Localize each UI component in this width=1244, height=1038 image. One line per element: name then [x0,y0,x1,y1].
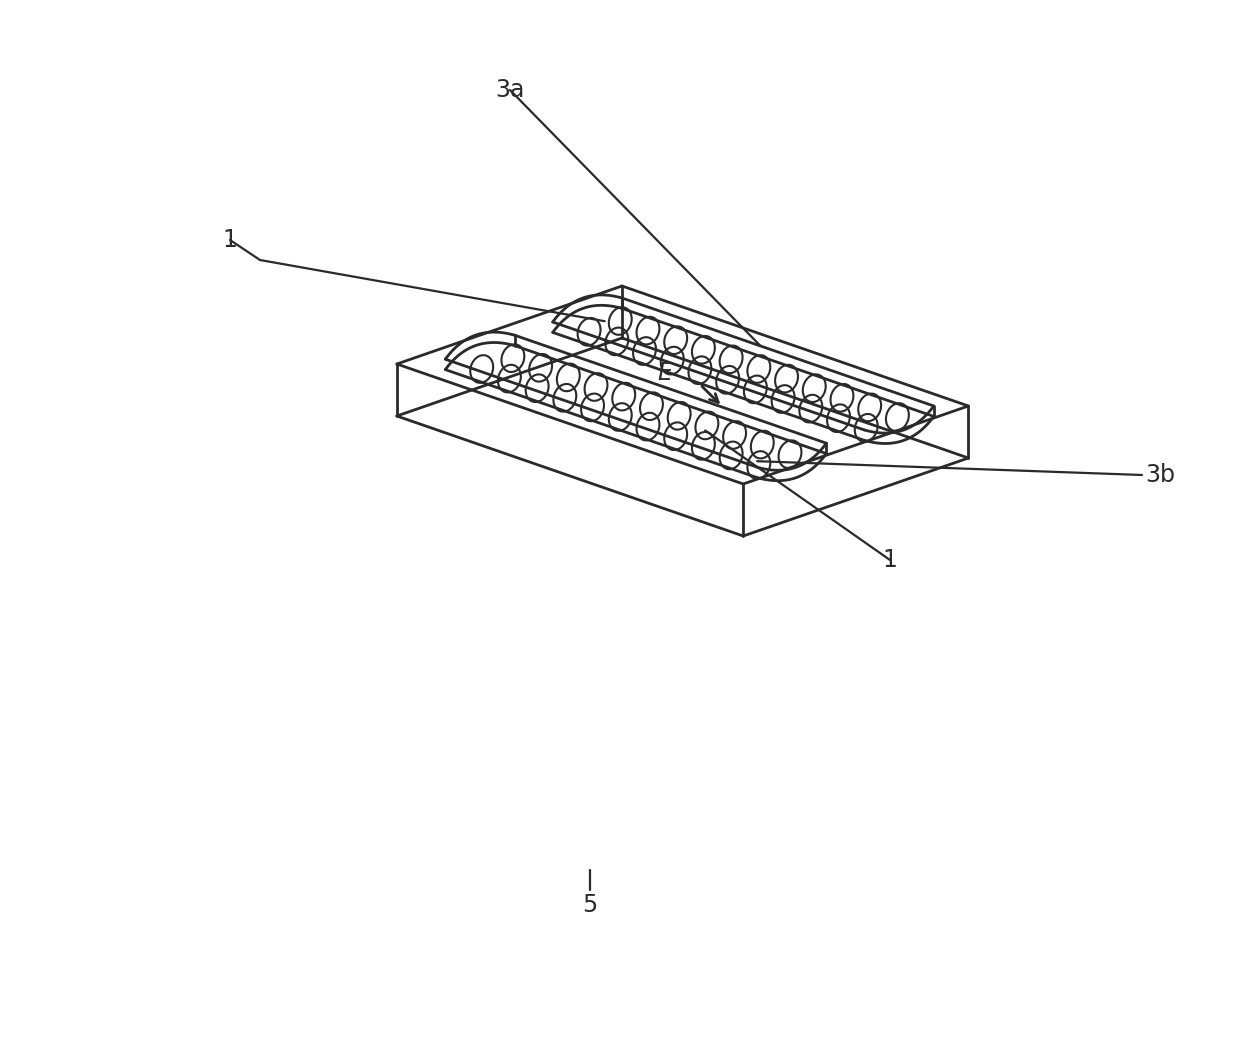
Text: 1: 1 [882,548,897,572]
Text: 3a: 3a [495,78,525,102]
Text: E: E [657,361,672,385]
Text: 3b: 3b [1144,463,1176,487]
Text: 1: 1 [223,228,238,252]
Text: 5: 5 [582,893,597,917]
